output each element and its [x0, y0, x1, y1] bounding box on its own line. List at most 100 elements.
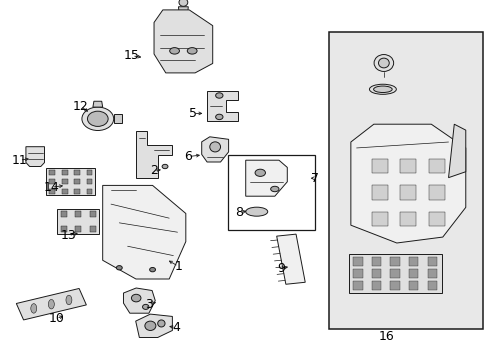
- Bar: [46, 168, 95, 195]
- Polygon shape: [102, 185, 185, 279]
- Bar: [408, 281, 418, 290]
- Bar: [390, 269, 399, 278]
- Bar: [352, 281, 362, 290]
- Ellipse shape: [179, 0, 187, 6]
- Ellipse shape: [66, 295, 72, 305]
- Bar: [61, 211, 66, 217]
- Text: 4: 4: [172, 321, 180, 334]
- Bar: [427, 269, 436, 278]
- Bar: [390, 257, 399, 266]
- Bar: [352, 257, 362, 266]
- Ellipse shape: [215, 93, 223, 98]
- Bar: [86, 189, 92, 194]
- Bar: [61, 170, 67, 175]
- Bar: [61, 226, 66, 232]
- Polygon shape: [123, 288, 155, 313]
- Ellipse shape: [209, 142, 220, 152]
- Bar: [74, 189, 80, 194]
- Bar: [228, 155, 315, 230]
- Bar: [428, 159, 444, 173]
- Polygon shape: [26, 147, 44, 166]
- Polygon shape: [93, 101, 102, 107]
- Ellipse shape: [116, 266, 122, 270]
- Text: 3: 3: [145, 298, 153, 311]
- Bar: [58, 209, 99, 234]
- Text: 13: 13: [61, 229, 76, 242]
- Bar: [371, 257, 381, 266]
- Bar: [400, 159, 415, 173]
- Ellipse shape: [215, 114, 223, 120]
- Polygon shape: [201, 137, 228, 162]
- Text: 12: 12: [73, 100, 88, 113]
- Text: 10: 10: [48, 312, 64, 325]
- Bar: [75, 211, 81, 217]
- Bar: [74, 170, 80, 175]
- Ellipse shape: [48, 300, 54, 309]
- Bar: [49, 189, 55, 194]
- Ellipse shape: [373, 86, 391, 93]
- Ellipse shape: [270, 186, 278, 192]
- Ellipse shape: [187, 48, 197, 54]
- Text: 9: 9: [277, 262, 285, 275]
- Text: 2: 2: [150, 165, 158, 177]
- Bar: [90, 211, 96, 217]
- Bar: [86, 179, 92, 184]
- Polygon shape: [178, 7, 188, 19]
- Bar: [390, 281, 399, 290]
- Text: 14: 14: [43, 181, 59, 194]
- Text: 6: 6: [184, 150, 192, 163]
- Polygon shape: [206, 91, 238, 122]
- Bar: [348, 254, 441, 293]
- Bar: [371, 159, 387, 173]
- Bar: [49, 170, 55, 175]
- Ellipse shape: [369, 84, 395, 94]
- Ellipse shape: [157, 320, 164, 327]
- Polygon shape: [136, 314, 172, 338]
- Bar: [61, 189, 67, 194]
- Bar: [75, 226, 81, 232]
- Ellipse shape: [131, 294, 141, 302]
- Bar: [74, 179, 80, 184]
- Ellipse shape: [162, 164, 168, 168]
- Polygon shape: [276, 234, 305, 284]
- Polygon shape: [447, 124, 465, 177]
- Polygon shape: [113, 114, 122, 123]
- Bar: [400, 212, 415, 226]
- Ellipse shape: [245, 207, 267, 216]
- Ellipse shape: [144, 321, 156, 330]
- Polygon shape: [16, 288, 86, 320]
- Bar: [90, 226, 96, 232]
- Bar: [427, 257, 436, 266]
- Bar: [400, 185, 415, 200]
- Bar: [427, 281, 436, 290]
- Ellipse shape: [373, 55, 393, 71]
- Bar: [371, 281, 381, 290]
- Text: 7: 7: [311, 172, 319, 185]
- Polygon shape: [350, 124, 465, 243]
- Ellipse shape: [82, 107, 113, 130]
- Polygon shape: [154, 10, 212, 73]
- Bar: [61, 179, 67, 184]
- Bar: [428, 212, 444, 226]
- Text: 15: 15: [124, 49, 140, 62]
- Ellipse shape: [31, 303, 37, 313]
- Text: 16: 16: [378, 330, 393, 343]
- Bar: [408, 269, 418, 278]
- Bar: [371, 269, 381, 278]
- Polygon shape: [136, 131, 172, 178]
- Text: 8: 8: [235, 206, 243, 219]
- Polygon shape: [245, 160, 287, 196]
- Ellipse shape: [378, 58, 388, 68]
- Bar: [328, 32, 482, 329]
- Text: 11: 11: [12, 154, 27, 167]
- Bar: [352, 269, 362, 278]
- Ellipse shape: [87, 111, 108, 126]
- Bar: [86, 170, 92, 175]
- Ellipse shape: [169, 48, 179, 54]
- Bar: [371, 212, 387, 226]
- Bar: [371, 185, 387, 200]
- Bar: [408, 257, 418, 266]
- Text: 1: 1: [174, 260, 182, 273]
- Bar: [49, 179, 55, 184]
- Ellipse shape: [142, 304, 148, 309]
